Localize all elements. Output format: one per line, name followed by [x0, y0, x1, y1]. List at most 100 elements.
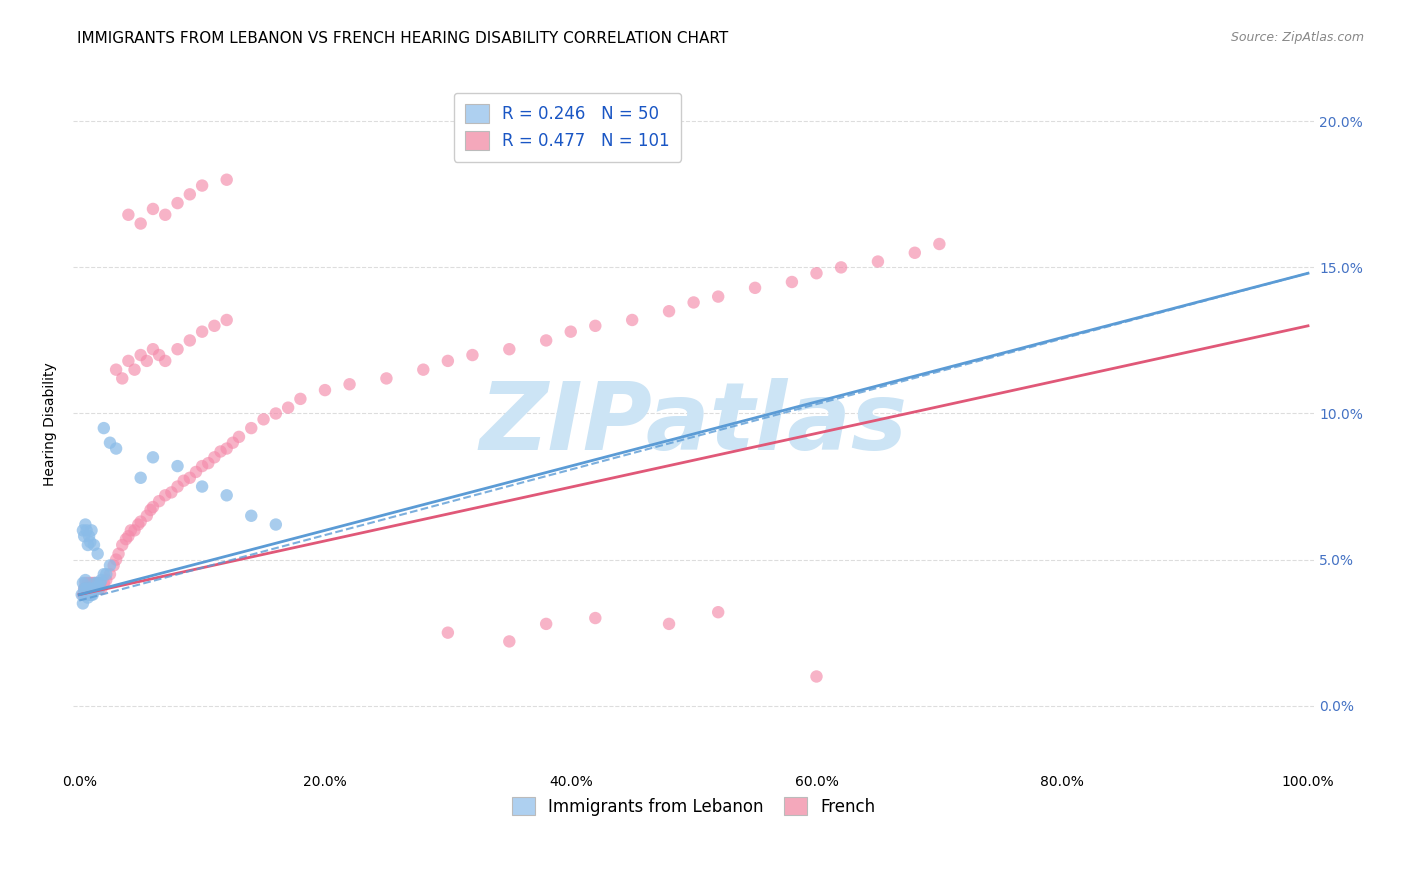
- Point: [72, 596, 94, 610]
- Point: [93, 421, 115, 435]
- Point: [111, 371, 134, 385]
- Point: [86, 576, 108, 591]
- Point: [76, 588, 98, 602]
- Point: [77, 529, 100, 543]
- Point: [707, 290, 730, 304]
- Point: [76, 591, 98, 605]
- Text: ZIPatlas: ZIPatlas: [479, 377, 908, 470]
- Point: [904, 245, 927, 260]
- Point: [277, 401, 299, 415]
- Point: [73, 588, 96, 602]
- Point: [82, 582, 104, 596]
- Point: [780, 275, 803, 289]
- Point: [142, 500, 165, 514]
- Point: [86, 576, 108, 591]
- Point: [129, 217, 152, 231]
- Point: [117, 354, 139, 368]
- Point: [264, 517, 287, 532]
- Point: [84, 576, 107, 591]
- Point: [314, 383, 336, 397]
- Point: [129, 515, 152, 529]
- Point: [534, 616, 557, 631]
- Point: [76, 588, 98, 602]
- Point: [135, 508, 157, 523]
- Point: [135, 354, 157, 368]
- Point: [142, 202, 165, 216]
- Point: [89, 576, 111, 591]
- Point: [82, 588, 104, 602]
- Point: [179, 471, 201, 485]
- Point: [83, 582, 105, 596]
- Point: [534, 334, 557, 348]
- Point: [437, 625, 460, 640]
- Point: [117, 529, 139, 543]
- Point: [83, 538, 105, 552]
- Point: [866, 254, 889, 268]
- Point: [76, 538, 98, 552]
- Point: [339, 377, 361, 392]
- Point: [98, 435, 121, 450]
- Point: [240, 508, 263, 523]
- Point: [73, 529, 96, 543]
- Point: [202, 450, 225, 465]
- Point: [744, 281, 766, 295]
- Point: [215, 442, 238, 456]
- Point: [129, 471, 152, 485]
- Point: [148, 494, 170, 508]
- Point: [621, 313, 644, 327]
- Point: [75, 588, 97, 602]
- Point: [103, 558, 125, 573]
- Point: [111, 538, 134, 552]
- Point: [437, 354, 460, 368]
- Point: [105, 442, 128, 456]
- Point: [87, 582, 110, 596]
- Point: [79, 535, 101, 549]
- Point: [70, 588, 93, 602]
- Point: [80, 588, 103, 602]
- Point: [80, 582, 103, 596]
- Point: [209, 444, 232, 458]
- Point: [155, 208, 177, 222]
- Point: [124, 362, 146, 376]
- Point: [583, 318, 606, 333]
- Point: [682, 295, 704, 310]
- Point: [830, 260, 852, 275]
- Point: [80, 582, 103, 596]
- Point: [806, 266, 828, 280]
- Point: [264, 407, 287, 421]
- Point: [115, 532, 138, 546]
- Point: [77, 582, 100, 596]
- Point: [806, 669, 828, 683]
- Point: [928, 237, 950, 252]
- Point: [73, 582, 96, 596]
- Text: IMMIGRANTS FROM LEBANON VS FRENCH HEARING DISABILITY CORRELATION CHART: IMMIGRANTS FROM LEBANON VS FRENCH HEARIN…: [77, 31, 728, 46]
- Point: [73, 582, 96, 596]
- Point: [86, 547, 108, 561]
- Point: [86, 582, 108, 596]
- Point: [215, 488, 238, 502]
- Point: [93, 567, 115, 582]
- Point: [83, 582, 105, 596]
- Point: [79, 582, 101, 596]
- Point: [90, 582, 112, 596]
- Point: [72, 524, 94, 538]
- Point: [90, 573, 112, 587]
- Point: [179, 334, 201, 348]
- Point: [148, 348, 170, 362]
- Point: [252, 412, 274, 426]
- Point: [166, 479, 188, 493]
- Point: [155, 488, 177, 502]
- Point: [412, 362, 434, 376]
- Point: [75, 582, 97, 596]
- Point: [191, 459, 214, 474]
- Point: [461, 348, 484, 362]
- Point: [658, 304, 681, 318]
- Legend: Immigrants from Lebanon, French: Immigrants from Lebanon, French: [503, 789, 884, 824]
- Point: [117, 208, 139, 222]
- Point: [79, 576, 101, 591]
- Point: [72, 576, 94, 591]
- Point: [191, 325, 214, 339]
- Point: [105, 362, 128, 376]
- Point: [76, 582, 98, 596]
- Point: [160, 485, 183, 500]
